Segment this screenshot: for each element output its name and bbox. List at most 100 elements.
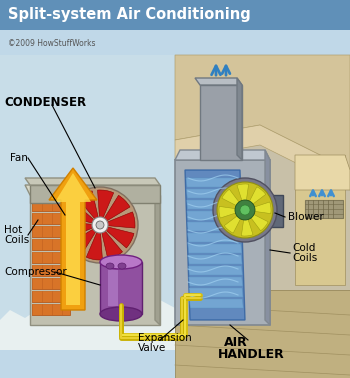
Circle shape	[240, 205, 250, 215]
Circle shape	[96, 221, 104, 229]
Polygon shape	[189, 299, 243, 308]
FancyBboxPatch shape	[32, 291, 70, 302]
Text: Compressor: Compressor	[4, 267, 67, 277]
Polygon shape	[55, 173, 91, 305]
FancyBboxPatch shape	[175, 55, 350, 350]
FancyBboxPatch shape	[32, 213, 70, 224]
Polygon shape	[188, 244, 242, 253]
Text: Split-system Air Conditioning: Split-system Air Conditioning	[8, 8, 251, 23]
Polygon shape	[188, 233, 242, 242]
Wedge shape	[245, 210, 268, 231]
Ellipse shape	[100, 307, 142, 321]
Wedge shape	[241, 210, 253, 236]
Circle shape	[235, 200, 255, 220]
Ellipse shape	[106, 263, 114, 269]
FancyBboxPatch shape	[0, 55, 175, 350]
Wedge shape	[245, 187, 266, 210]
Wedge shape	[70, 225, 100, 255]
FancyBboxPatch shape	[100, 262, 142, 314]
Circle shape	[213, 178, 277, 242]
Polygon shape	[186, 189, 240, 198]
FancyBboxPatch shape	[32, 226, 70, 237]
FancyBboxPatch shape	[0, 30, 350, 378]
Text: CONDENSER: CONDENSER	[4, 96, 86, 108]
Wedge shape	[77, 191, 100, 225]
Polygon shape	[186, 178, 240, 187]
Text: Hot: Hot	[4, 225, 22, 235]
Polygon shape	[175, 150, 270, 160]
FancyBboxPatch shape	[32, 265, 70, 276]
FancyBboxPatch shape	[32, 252, 70, 263]
Wedge shape	[100, 212, 135, 228]
Wedge shape	[100, 225, 122, 259]
Text: Coils: Coils	[292, 253, 317, 263]
Wedge shape	[245, 202, 271, 214]
Polygon shape	[189, 277, 243, 286]
Circle shape	[92, 217, 108, 233]
FancyBboxPatch shape	[32, 239, 70, 250]
Polygon shape	[175, 55, 350, 170]
FancyBboxPatch shape	[30, 195, 160, 325]
Text: Coils: Coils	[4, 235, 29, 245]
Wedge shape	[237, 184, 248, 210]
Circle shape	[62, 187, 138, 263]
Polygon shape	[237, 78, 242, 160]
FancyBboxPatch shape	[295, 155, 345, 285]
Polygon shape	[187, 211, 241, 220]
FancyBboxPatch shape	[32, 239, 70, 250]
Polygon shape	[175, 125, 350, 190]
FancyBboxPatch shape	[32, 226, 70, 237]
Wedge shape	[224, 210, 245, 233]
Wedge shape	[98, 190, 114, 225]
FancyBboxPatch shape	[32, 252, 70, 263]
Polygon shape	[265, 150, 270, 325]
Polygon shape	[0, 300, 175, 350]
Polygon shape	[25, 178, 160, 185]
Polygon shape	[187, 222, 241, 231]
Text: Fan: Fan	[10, 153, 28, 163]
Polygon shape	[188, 255, 242, 264]
FancyBboxPatch shape	[32, 200, 70, 211]
Polygon shape	[189, 288, 243, 297]
FancyBboxPatch shape	[265, 195, 283, 227]
Text: ©2009 HowStuffWorks: ©2009 HowStuffWorks	[8, 39, 96, 48]
Ellipse shape	[100, 255, 142, 269]
Text: AIR: AIR	[224, 336, 248, 350]
Wedge shape	[100, 225, 134, 248]
Text: Expansion: Expansion	[138, 333, 192, 343]
Polygon shape	[188, 266, 243, 275]
FancyBboxPatch shape	[32, 304, 70, 315]
FancyBboxPatch shape	[32, 278, 70, 289]
Text: HANDLER: HANDLER	[218, 349, 285, 361]
FancyBboxPatch shape	[32, 278, 70, 289]
Wedge shape	[65, 222, 100, 238]
Wedge shape	[86, 225, 103, 260]
Text: Valve: Valve	[138, 343, 166, 353]
FancyBboxPatch shape	[32, 200, 70, 211]
Ellipse shape	[118, 263, 126, 269]
Wedge shape	[219, 206, 245, 218]
FancyBboxPatch shape	[108, 270, 118, 306]
FancyBboxPatch shape	[175, 290, 350, 378]
Circle shape	[217, 182, 273, 238]
Wedge shape	[66, 202, 100, 225]
Polygon shape	[49, 168, 97, 310]
FancyBboxPatch shape	[30, 185, 160, 203]
Polygon shape	[155, 185, 160, 325]
Polygon shape	[25, 185, 160, 195]
Text: Blower: Blower	[288, 212, 324, 222]
FancyBboxPatch shape	[32, 304, 70, 315]
FancyBboxPatch shape	[32, 213, 70, 224]
FancyBboxPatch shape	[32, 291, 70, 302]
FancyBboxPatch shape	[305, 200, 343, 218]
FancyBboxPatch shape	[175, 160, 270, 325]
Polygon shape	[187, 200, 240, 209]
FancyBboxPatch shape	[0, 0, 350, 30]
Text: Cold: Cold	[292, 243, 315, 253]
Polygon shape	[185, 170, 245, 320]
Wedge shape	[100, 195, 130, 225]
Wedge shape	[222, 189, 245, 210]
Polygon shape	[295, 155, 350, 190]
FancyBboxPatch shape	[200, 85, 242, 160]
FancyBboxPatch shape	[32, 265, 70, 276]
